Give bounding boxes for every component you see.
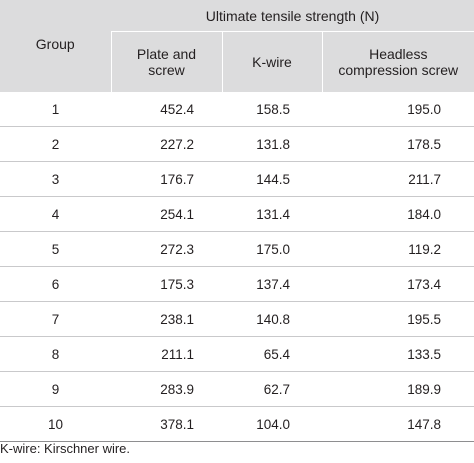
tensile-strength-table: Group Ultimate tensile strength (N) Plat… xyxy=(0,0,474,442)
k-wire-cell: 65.4 xyxy=(222,336,322,372)
k-wire-cell: 175.0 xyxy=(222,231,322,267)
k-wire-cell: 131.8 xyxy=(222,126,322,162)
plate-and-screw-cell: 272.3 xyxy=(111,231,222,267)
k-wire-cell: 62.7 xyxy=(222,371,322,407)
group-cell: 2 xyxy=(0,126,111,162)
plate-and-screw-cell: 227.2 xyxy=(111,126,222,162)
k-wire-cell: 158.5 xyxy=(222,92,322,127)
header-line: K-wire xyxy=(252,54,292,71)
plate-and-screw-cell: 176.7 xyxy=(111,161,222,197)
table-row: 5 272.3 175.0 119.2 xyxy=(0,231,474,267)
k-wire-column-header: K-wire xyxy=(221,31,322,92)
headless-compression-screw-cell: 189.9 xyxy=(322,371,474,407)
group-cell: 7 xyxy=(0,301,111,337)
headless-compression-screw-cell: 133.5 xyxy=(322,336,474,372)
header-row-top: Group Ultimate tensile strength (N) xyxy=(0,0,474,92)
headless-compression-screw-cell: 211.7 xyxy=(322,161,474,197)
plate-and-screw-cell: 452.4 xyxy=(111,92,222,127)
k-wire-cell: 104.0 xyxy=(222,406,322,442)
group-cell: 10 xyxy=(0,406,111,442)
table-row: 2 227.2 131.8 178.5 xyxy=(0,126,474,162)
plate-and-screw-cell: 211.1 xyxy=(111,336,222,372)
header-line: Headless xyxy=(369,46,428,63)
group-cell: 4 xyxy=(0,196,111,232)
plate-and-screw-cell: 254.1 xyxy=(111,196,222,232)
group-cell: 1 xyxy=(0,92,111,127)
k-wire-cell: 144.5 xyxy=(222,161,322,197)
group-cell: 8 xyxy=(0,336,111,372)
table-row: 4 254.1 131.4 184.0 xyxy=(0,196,474,232)
k-wire-cell: 140.8 xyxy=(222,301,322,337)
header-row-sub: Plate and screw K-wire Headless compress… xyxy=(0,31,474,92)
tensile-strength-table-container: Group Ultimate tensile strength (N) Plat… xyxy=(0,0,474,442)
plate-and-screw-cell: 378.1 xyxy=(111,406,222,442)
table-row: 3 176.7 144.5 211.7 xyxy=(0,161,474,197)
k-wire-cell: 131.4 xyxy=(222,196,322,232)
plate-and-screw-cell: 283.9 xyxy=(111,371,222,407)
table-header: Group Ultimate tensile strength (N) Plat… xyxy=(0,0,474,92)
headless-compression-screw-cell: 195.5 xyxy=(322,301,474,337)
table-row: 7 238.1 140.8 195.5 xyxy=(0,301,474,337)
headless-compression-screw-column-header: Headless compression screw xyxy=(321,31,474,92)
headless-compression-screw-cell: 178.5 xyxy=(322,126,474,162)
plate-and-screw-cell: 175.3 xyxy=(111,266,222,302)
header-line: Plate and xyxy=(136,46,197,63)
header-line: screw xyxy=(148,62,185,79)
plate-and-screw-cell: 238.1 xyxy=(111,301,222,337)
group-cell: 5 xyxy=(0,231,111,267)
group-column-header: Group xyxy=(0,0,111,92)
header-line: compression screw xyxy=(338,62,459,79)
headless-compression-screw-cell: 147.8 xyxy=(322,406,474,442)
tensile-strength-spanning-header: Ultimate tensile strength (N) xyxy=(111,0,474,33)
group-cell: 9 xyxy=(0,371,111,407)
plate-and-screw-column-header: Plate and screw xyxy=(110,31,222,92)
table-row: 10 378.1 104.0 147.8 xyxy=(0,406,474,442)
table-row: 8 211.1 65.4 133.5 xyxy=(0,336,474,372)
group-cell: 3 xyxy=(0,161,111,197)
headless-compression-screw-cell: 195.0 xyxy=(322,92,474,127)
table-row: 1 452.4 158.5 195.0 xyxy=(0,92,474,127)
headless-compression-screw-cell: 119.2 xyxy=(322,231,474,267)
group-cell: 6 xyxy=(0,266,111,302)
headless-compression-screw-cell: 173.4 xyxy=(322,266,474,302)
table-row: 6 175.3 137.4 173.4 xyxy=(0,266,474,302)
table-body: 1 452.4 158.5 195.0 2 227.2 131.8 178.5 3 176.7 14… xyxy=(0,92,474,442)
k-wire-cell: 137.4 xyxy=(222,266,322,302)
table-footnote: K-wire: Kirschner wire. xyxy=(0,441,131,456)
headless-compression-screw-cell: 184.0 xyxy=(322,196,474,232)
table-row: 9 283.9 62.7 189.9 xyxy=(0,371,474,407)
